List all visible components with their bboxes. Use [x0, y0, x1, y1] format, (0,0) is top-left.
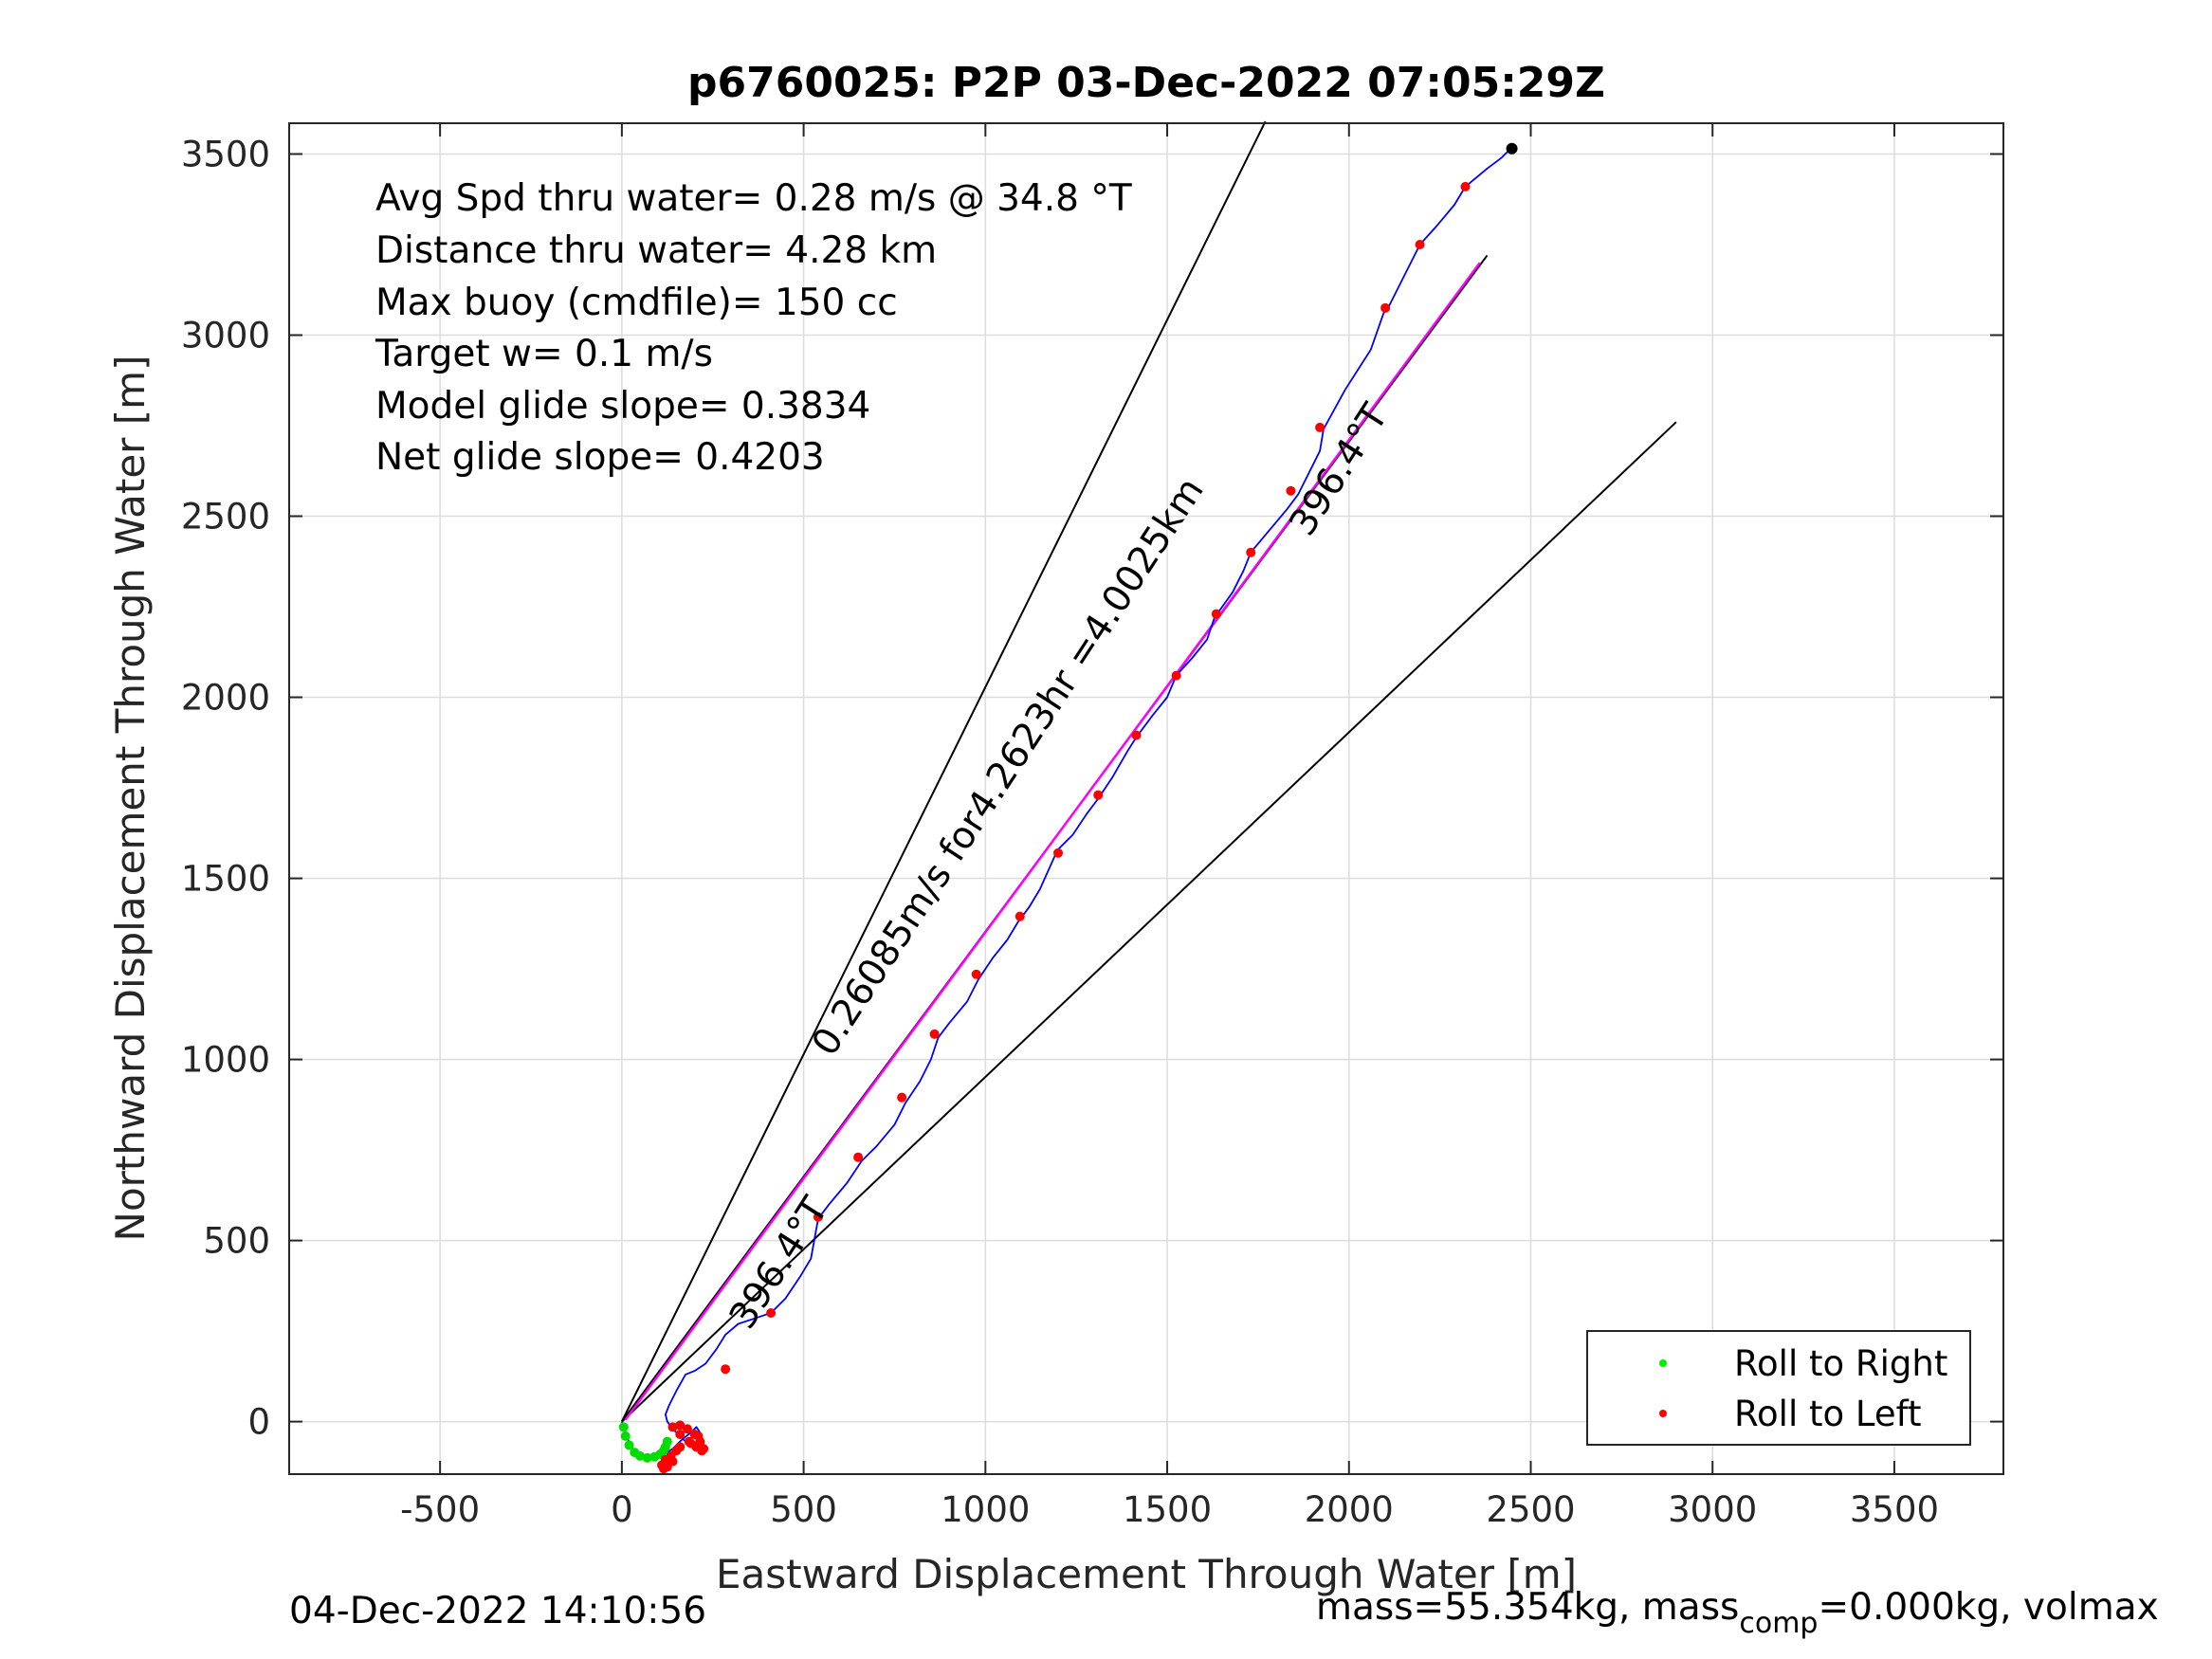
roll-left-point	[813, 1212, 823, 1222]
x-tick-label: -500	[400, 1489, 480, 1530]
roll-left-point	[1246, 547, 1256, 557]
roll-right-point	[662, 1436, 672, 1447]
roll-left-point	[1053, 848, 1064, 858]
roll-left-point	[1015, 911, 1025, 921]
y-tick-label: 500	[203, 1221, 270, 1262]
roll-left-point	[667, 1422, 678, 1432]
x-tick-label: 500	[770, 1489, 837, 1530]
y-tick-label: 1500	[181, 859, 270, 900]
legend-label-roll-right: Roll to Right	[1734, 1343, 1947, 1384]
y-tick-label: 2500	[181, 497, 270, 538]
roll-left-point	[897, 1092, 907, 1103]
footer-timestamp: 04-Dec-2022 14:10:56	[289, 1590, 706, 1632]
footer-mass-suffix: =0.000kg, volmax	[1818, 1586, 2158, 1629]
roll-left-point	[766, 1307, 777, 1318]
roll-left-point	[1131, 730, 1142, 740]
footer-mass-sub: comp	[1739, 1607, 1818, 1640]
x-tick-label: 1500	[1123, 1489, 1212, 1530]
y-tick-label: 1000	[181, 1040, 270, 1081]
roll-left-point	[1315, 422, 1325, 432]
roll-right-point	[618, 1422, 629, 1432]
x-tick-label: 0	[611, 1489, 633, 1530]
roll-left-point	[1171, 670, 1181, 681]
roll-right-point	[642, 1452, 652, 1463]
chart-title: p6760025: P2P 03-Dec-2022 07:05:29Z	[687, 59, 1605, 107]
end-point	[1506, 142, 1518, 155]
annotation-avg-speed: Avg Spd thru water= 0.28 m/s @ 34.8 °T	[375, 177, 1132, 220]
roll-left-point	[971, 969, 981, 979]
roll-left-point	[853, 1152, 864, 1162]
annotation-max-buoy: Max buoy (cmdfile)= 150 cc	[375, 282, 898, 324]
roll-right-point	[624, 1440, 634, 1450]
roll-left-point	[721, 1364, 731, 1375]
roll-left-point	[1211, 609, 1221, 619]
slope-label: 0.26085m/s for4.2623hr =4.0025km	[804, 470, 1213, 1064]
footer-mass-info: mass=55.354kg, masscomp=0.000kg, volmax	[1316, 1586, 2159, 1640]
target-line	[624, 262, 1481, 1421]
x-tick-label: 2000	[1305, 1489, 1394, 1530]
y-axis-label: Northward Displacement Through Water [m]	[107, 356, 154, 1242]
x-tick-label: 2500	[1486, 1489, 1575, 1530]
y-tick-label: 3000	[181, 315, 270, 356]
legend-label-roll-left: Roll to Left	[1734, 1394, 1922, 1434]
roll-left-point	[929, 1029, 940, 1039]
legend-box	[1586, 1330, 1971, 1446]
x-tick-label: 3500	[1850, 1489, 1939, 1530]
slope-label: 396.4°T	[1281, 396, 1397, 543]
y-tick-label: 3500	[181, 134, 270, 174]
y-tick-label: 0	[247, 1402, 270, 1443]
y-tick-label: 2000	[181, 678, 270, 719]
roll-left-point	[675, 1442, 686, 1452]
roll-left-point	[686, 1438, 696, 1449]
x-tick-label: 3000	[1668, 1489, 1757, 1530]
roll-left-point	[1286, 485, 1296, 496]
roll-left-point	[693, 1431, 704, 1441]
heading-cone-line	[621, 421, 1677, 1423]
roll-left-point	[675, 1420, 686, 1431]
legend-marker-roll-left	[1659, 1410, 1667, 1417]
roll-right-point	[635, 1450, 646, 1461]
annotation-distance: Distance thru water= 4.28 km	[375, 229, 937, 272]
roll-left-point	[682, 1424, 692, 1434]
annotation-target-w: Target w= 0.1 m/s	[375, 333, 713, 375]
footer-mass-prefix: mass=55.354kg, mass	[1316, 1586, 1739, 1629]
roll-right-point	[620, 1431, 631, 1441]
x-axis-label: Eastward Displacement Through Water [m]	[716, 1551, 1577, 1597]
axis-ticks: -500 0 500 1000 1500 2000 2500 3000 3500 0 500 1000…	[181, 123, 2003, 1530]
annotation-model-glide: Model glide slope= 0.3834	[375, 385, 870, 428]
roll-left-point	[1380, 302, 1391, 313]
x-tick-label: 1000	[941, 1489, 1030, 1530]
grid-lines	[289, 123, 2003, 1474]
annotation-net-glide: Net glide slope= 0.4203	[375, 436, 825, 479]
heading-cone-line	[620, 120, 1267, 1423]
plot-frame	[288, 122, 2004, 1475]
legend-marker-roll-right	[1659, 1359, 1667, 1367]
roll-left-point	[675, 1429, 686, 1439]
roll-left-point	[1415, 239, 1425, 249]
roll-left-point	[1460, 181, 1471, 191]
stats-annotations: Avg Spd thru water= 0.28 m/s @ 34.8 °T D…	[375, 177, 1132, 479]
plot-content: 0.26085m/s for4.2623hr =4.0025km396.4°T3…	[618, 120, 1677, 1474]
roll-left-point	[1093, 790, 1104, 800]
legend: Roll to Right Roll to Left	[1586, 1330, 1971, 1446]
